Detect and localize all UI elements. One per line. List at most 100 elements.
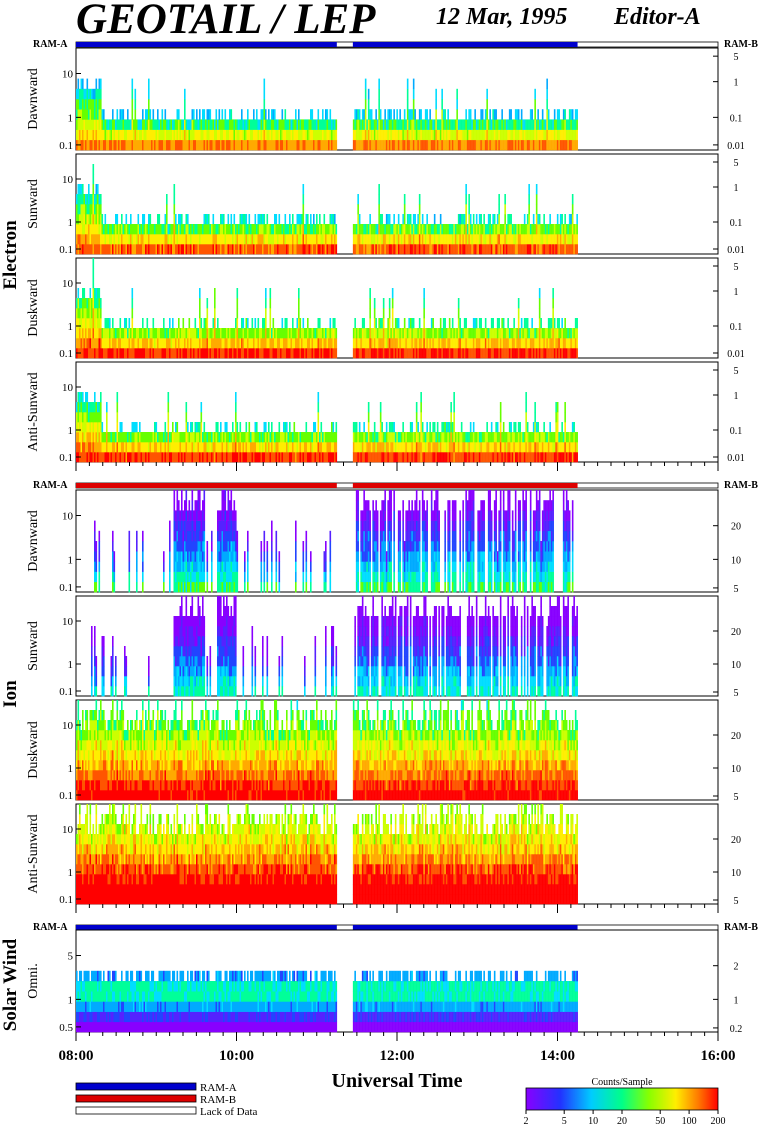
spectrogram-cell xyxy=(82,194,84,205)
spectrogram-cell xyxy=(526,214,529,225)
spectrogram-cell xyxy=(190,119,192,130)
spectrogram-cell xyxy=(394,129,397,141)
spectrogram-cell xyxy=(257,214,260,225)
spectrogram-cell xyxy=(262,338,264,349)
spectrogram-cell xyxy=(179,452,182,463)
spectrogram-cell xyxy=(481,119,484,130)
spectrogram-cell xyxy=(525,224,527,235)
spectrogram-cell xyxy=(394,234,397,245)
spectrogram-cell xyxy=(490,442,493,453)
spectrogram-cell xyxy=(139,129,141,141)
spectrogram-cell xyxy=(230,234,233,245)
spectrogram-cell xyxy=(543,224,545,235)
spectrogram-cell xyxy=(490,338,493,349)
spectrogram-cell xyxy=(510,234,512,245)
spectrogram-cell xyxy=(388,308,391,319)
spectrogram-cell xyxy=(308,432,311,443)
spectrogram-cell xyxy=(148,129,150,141)
spectrogram-cell xyxy=(233,452,236,463)
spectrogram-cell xyxy=(412,214,415,225)
spectrogram-cell xyxy=(103,119,105,130)
spectrogram-cell xyxy=(516,348,518,359)
spectrogram-cell xyxy=(230,348,233,359)
spectrogram-cell xyxy=(253,109,255,120)
spectrogram-cell xyxy=(505,442,508,453)
spectrogram-cell xyxy=(520,348,523,359)
spectrogram-cell xyxy=(391,298,394,309)
spectrogram-cell xyxy=(355,224,358,235)
spectrogram-cell xyxy=(540,139,542,151)
spectrogram-cell xyxy=(331,224,333,235)
spectrogram-cell xyxy=(317,402,320,413)
spectrogram-cell xyxy=(233,442,236,453)
spectrogram-cell xyxy=(552,288,554,299)
spectrogram-cell xyxy=(224,139,227,151)
spectrogram-cell xyxy=(130,432,132,443)
spectrogram-cell xyxy=(302,338,305,349)
spectrogram-cell xyxy=(113,432,116,443)
spectrogram-cell xyxy=(517,234,520,245)
spectrogram-cell xyxy=(199,308,201,319)
spectrogram-cell xyxy=(290,348,293,359)
spectrogram-cell xyxy=(250,129,252,141)
spectrogram-cell xyxy=(263,452,266,463)
spectrogram-cell xyxy=(462,338,464,349)
spectrogram-cell xyxy=(212,432,215,443)
spectrogram-cell xyxy=(415,328,418,339)
spectrogram-cell xyxy=(475,234,478,245)
spectrogram-cell xyxy=(502,328,505,339)
spectrogram-cell xyxy=(239,432,242,443)
spectrogram-cell xyxy=(358,348,361,359)
spectrogram-cell xyxy=(284,139,287,151)
spectrogram-cell xyxy=(217,442,219,453)
spectrogram-cell xyxy=(224,129,227,141)
spectrogram-cell xyxy=(229,328,231,339)
spectrogram-cell xyxy=(281,328,284,339)
spectrogram-cell xyxy=(224,452,227,463)
spectrogram-cell xyxy=(298,432,300,443)
spectrogram-cell xyxy=(155,139,158,151)
spectrogram-cell xyxy=(519,244,521,255)
spectrogram-cell xyxy=(570,452,572,463)
spectrogram-cell xyxy=(202,109,204,120)
spectrogram-cell xyxy=(508,348,511,359)
spectrogram-cell xyxy=(131,432,134,443)
spectrogram-cell xyxy=(540,244,542,255)
spectrogram-cell xyxy=(520,318,523,329)
spectrogram-cell xyxy=(360,338,362,349)
spectrogram-cell xyxy=(134,99,137,110)
spectrogram-cell xyxy=(319,442,321,453)
spectrogram-cell xyxy=(531,452,533,463)
spectrogram-cell xyxy=(363,338,365,349)
spectrogram-cell xyxy=(95,234,98,245)
spectrogram-cell xyxy=(286,348,288,359)
spectrogram-cell xyxy=(86,412,89,423)
spectrogram-cell xyxy=(417,338,419,349)
spectrogram-cell xyxy=(158,139,161,151)
spectrogram-cell xyxy=(161,129,164,141)
spectrogram-cell xyxy=(266,432,269,443)
spectrogram-cell xyxy=(89,204,92,215)
spectrogram-cell xyxy=(534,442,536,453)
spectrogram-cell xyxy=(296,214,299,225)
spectrogram-cell xyxy=(568,119,571,130)
spectrogram-cell xyxy=(403,328,406,339)
spectrogram-cell xyxy=(325,129,327,141)
spectrogram-cell xyxy=(562,119,565,130)
spectrogram-cell xyxy=(477,328,479,339)
spectrogram-cell xyxy=(334,214,336,225)
spectrogram-cell xyxy=(118,119,120,130)
spectrogram-cell xyxy=(498,338,500,349)
spectrogram-cell xyxy=(206,432,209,443)
spectrogram-cell xyxy=(445,234,448,245)
spectrogram-cell xyxy=(113,348,116,359)
spectrogram-cell xyxy=(268,119,270,130)
spectrogram-cell xyxy=(493,442,496,453)
spectrogram-cell xyxy=(364,119,367,130)
spectrogram-cell xyxy=(85,224,87,235)
spectrogram-cell xyxy=(546,442,548,453)
spectrogram-cell xyxy=(427,224,430,235)
spectrogram-cell xyxy=(311,119,314,130)
spectrogram-cell xyxy=(95,348,98,359)
spectrogram-cell xyxy=(89,432,92,443)
